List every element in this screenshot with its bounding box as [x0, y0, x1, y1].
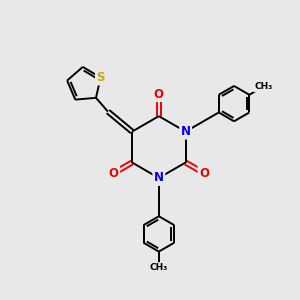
Text: O: O — [154, 88, 164, 100]
Text: O: O — [109, 167, 119, 180]
Text: S: S — [96, 71, 105, 84]
Text: N: N — [154, 172, 164, 184]
Text: CH₃: CH₃ — [150, 263, 168, 272]
Text: CH₃: CH₃ — [254, 82, 272, 91]
Text: N: N — [181, 125, 190, 138]
Text: O: O — [199, 167, 209, 180]
